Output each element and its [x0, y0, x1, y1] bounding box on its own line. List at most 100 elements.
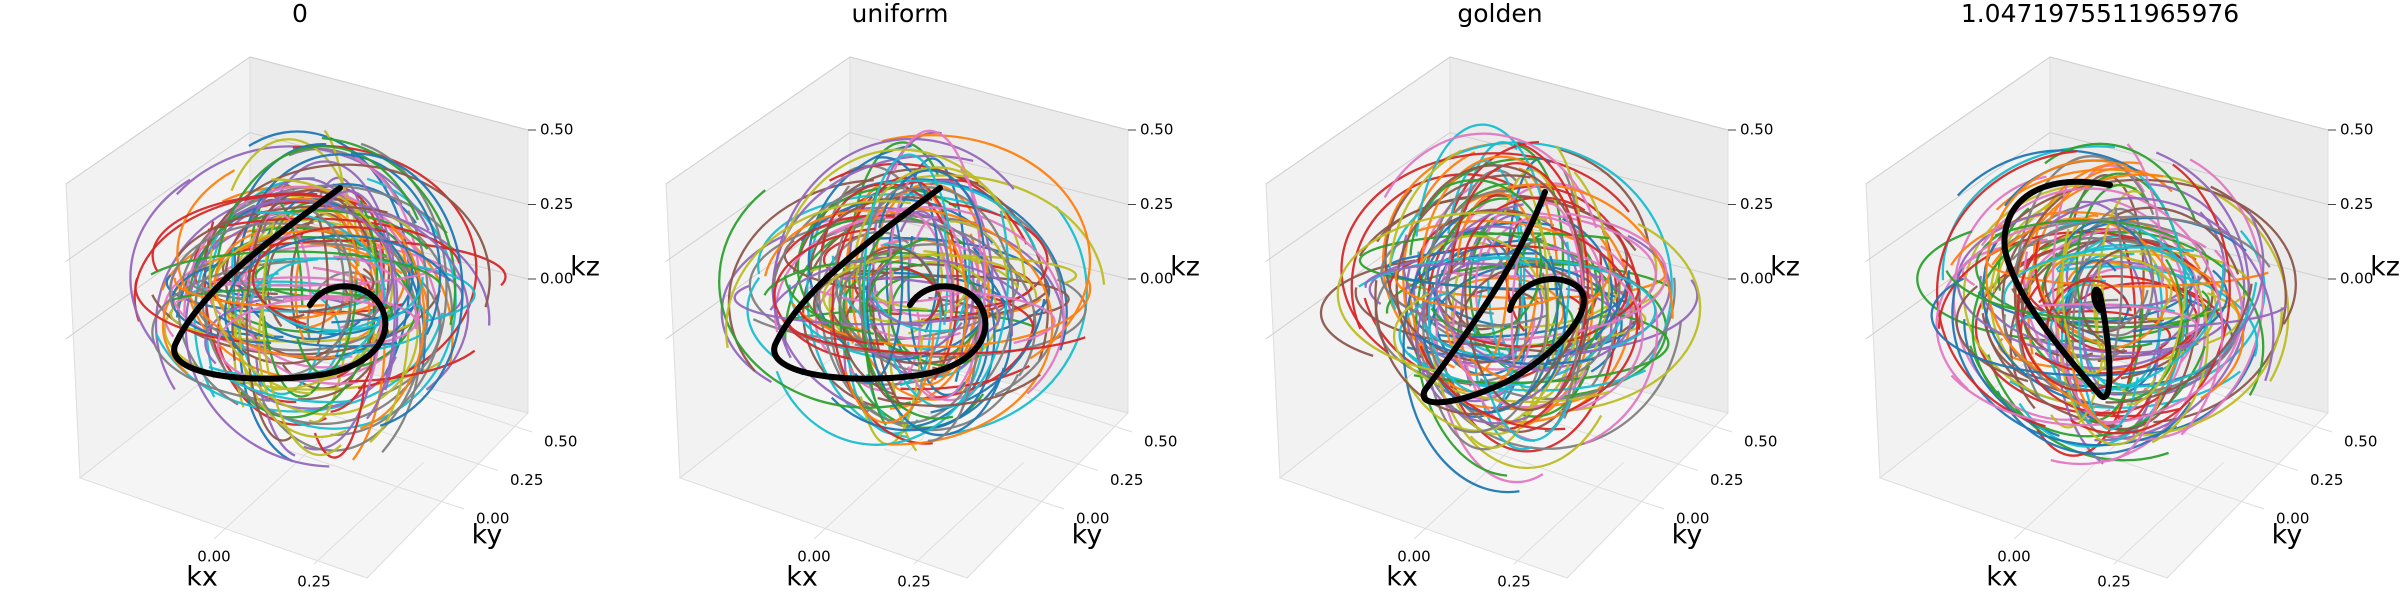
trajectory [240, 199, 379, 419]
trajectory [889, 171, 917, 312]
x-tick-label: 0.00 [797, 548, 830, 566]
trajectory [2091, 263, 2225, 395]
trajectory [863, 245, 945, 317]
trajectory [217, 145, 420, 257]
grid-line [65, 56, 529, 185]
trajectory [1505, 247, 1566, 390]
trajectory [292, 144, 478, 390]
trajectory [2126, 284, 2187, 406]
trajectory [1950, 249, 2244, 427]
trajectory [1430, 344, 1603, 470]
z-tick-label: 0.50 [540, 121, 573, 139]
trajectory [1987, 354, 2169, 462]
trajectory [2057, 219, 2194, 286]
highlighted-trajectory [171, 185, 389, 382]
trajectory [186, 262, 247, 301]
trajectory [361, 223, 421, 368]
trajectory [1435, 203, 1549, 372]
trajectory [936, 288, 1056, 345]
trajectory [298, 267, 375, 314]
grid-line [313, 461, 425, 565]
trajectory [1559, 222, 1702, 413]
trajectory [151, 192, 318, 272]
trajectory [2051, 182, 2147, 424]
trajectory [2073, 282, 2258, 388]
trajectory [257, 282, 272, 399]
y-axis-label: ky [2272, 520, 2303, 551]
grid-line [1413, 436, 1525, 540]
trajectory [1565, 212, 1668, 333]
trajectory [2115, 206, 2240, 275]
trajectory [268, 258, 319, 293]
grid-line [1265, 56, 1729, 185]
grid-line [2113, 461, 2225, 565]
y-tick-label: 0.00 [1076, 510, 1109, 528]
trajectory [249, 177, 365, 233]
grid-line [913, 461, 1025, 565]
trajectory [1462, 278, 1629, 348]
trajectory [234, 199, 394, 318]
trajectory [245, 201, 293, 442]
subplot-title: 0 [292, 0, 308, 28]
trajectory [1955, 285, 2029, 383]
trajectory [2180, 280, 2201, 363]
trajectory [2146, 182, 2246, 397]
grid-line [1513, 461, 1625, 565]
trajectory [1319, 259, 1416, 357]
trajectory [1956, 211, 2199, 358]
trajectory [763, 260, 923, 296]
trajectory [1416, 257, 1530, 425]
subplot: 0.00 0.25 0.50 0.00 0.25 0.50 0.00 0.25 1.047197… [1865, 0, 2400, 593]
x-tick-label: 0.25 [297, 573, 330, 591]
subplot: 0.00 0.25 0.50 0.00 0.25 0.50 0.00 0.25 golden kx… [1265, 0, 1800, 593]
grid-line [213, 436, 325, 540]
grid-line [1265, 132, 1729, 262]
trajectory [1368, 259, 1419, 305]
z-tick-label: 0.00 [1140, 270, 1173, 288]
trajectory [256, 211, 386, 361]
trajectory [261, 222, 342, 457]
trajectories [1916, 142, 2297, 466]
trajectory [1491, 348, 1572, 410]
z-tick-label: 0.50 [1140, 121, 1173, 139]
y-tick-label: 0.25 [1710, 471, 1743, 489]
trajectory [822, 253, 1038, 312]
trajectory [1428, 190, 1513, 256]
trajectory [1930, 277, 2164, 377]
subplot-title: 1.0471975511965976 [1961, 0, 2239, 28]
trajectory [1467, 257, 1531, 267]
trajectory [1388, 149, 1462, 266]
trajectory [355, 303, 434, 354]
trajectory [718, 189, 911, 409]
trajectory [733, 284, 975, 326]
trajectory [1544, 245, 1644, 412]
subplot: 0.00 0.25 0.50 0.00 0.25 0.50 0.00 0.25 uniform k… [665, 0, 1200, 593]
x-tick-label: 0.00 [1997, 548, 2030, 566]
y-tick-label: 0.00 [1676, 510, 1709, 528]
grid-line [1865, 56, 2329, 185]
trajectory [1380, 240, 1550, 327]
x-axis-label: kx [786, 562, 818, 593]
floor-pane [78, 343, 529, 579]
trajectory [281, 197, 358, 330]
trajectory [2110, 390, 2153, 422]
trajectory [1971, 240, 2022, 399]
trajectory [1980, 187, 2224, 436]
trajectory [2108, 207, 2123, 370]
trajectory [884, 179, 1037, 251]
trajectory [862, 153, 951, 331]
trajectory [928, 253, 1078, 285]
trajectory [1340, 152, 1630, 354]
trajectory [238, 229, 344, 253]
trajectory [887, 207, 1054, 446]
trajectory [296, 279, 358, 375]
y-tick-label: 0.25 [1110, 471, 1143, 489]
grid-line [65, 132, 529, 262]
z-tick-label: 0.25 [1140, 195, 1173, 213]
trajectory [150, 250, 442, 285]
trajectory [321, 136, 457, 326]
y-tick-label: 0.25 [2310, 471, 2343, 489]
trajectory [820, 182, 945, 252]
grid-line [283, 448, 465, 510]
